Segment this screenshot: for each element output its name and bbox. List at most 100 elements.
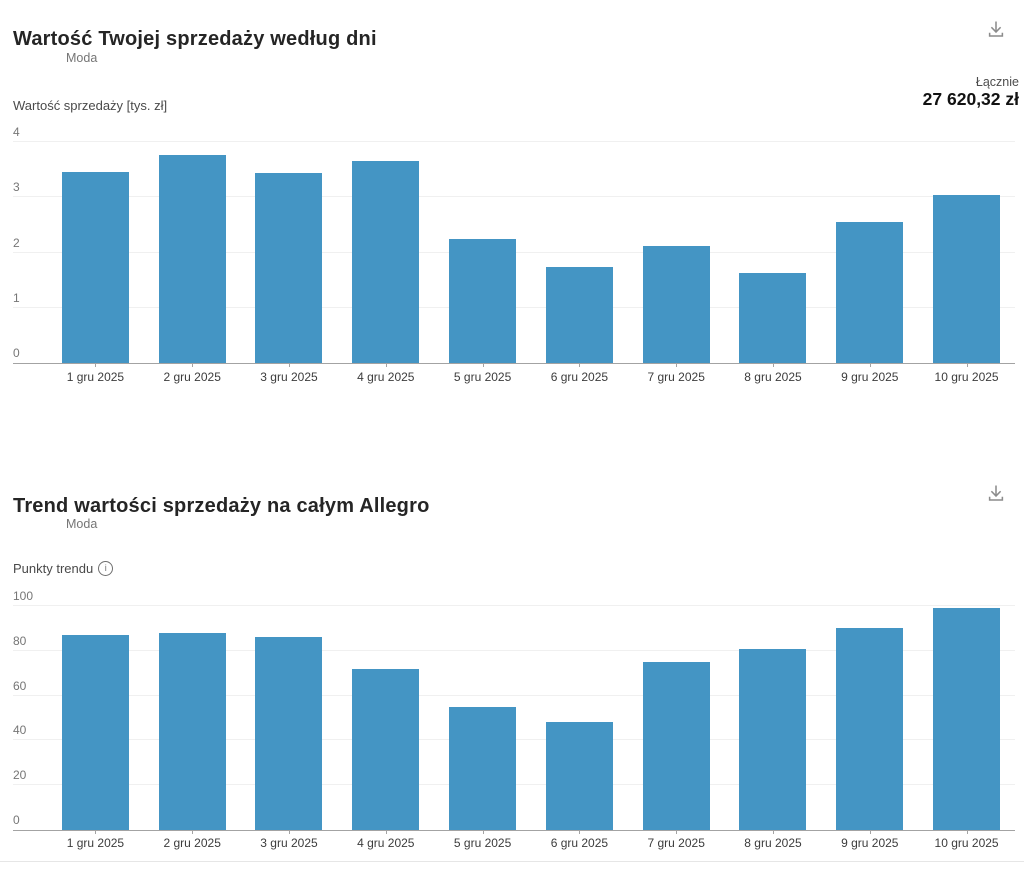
bar-slot [47, 142, 144, 363]
bar-slot [47, 606, 144, 830]
x-axis-tick [966, 830, 968, 834]
bar [61, 635, 129, 830]
bar-slot [241, 142, 338, 363]
x-axis-tick [289, 830, 290, 834]
x-axis-label: 9 gru 2025 [841, 836, 899, 850]
gridline [13, 649, 1015, 651]
bar [933, 195, 1001, 363]
x-axis-tick [95, 363, 97, 367]
bar [449, 706, 517, 830]
bottom-divider [0, 861, 1024, 862]
x-axis-label: 6 gru 2025 [550, 836, 609, 850]
bar [158, 632, 226, 830]
x-axis-tick [773, 363, 774, 367]
x-axis-label: 6 gru 2025 [550, 370, 609, 384]
bar [739, 272, 807, 363]
bar [352, 668, 420, 830]
bar [933, 608, 1001, 830]
download-icon [988, 21, 1004, 37]
bar-slot [725, 142, 822, 363]
x-axis-tick [192, 363, 194, 367]
x-axis-tick [482, 363, 484, 367]
bars-container [47, 606, 1015, 830]
bar [158, 154, 226, 363]
x-axis-label: 7 gru 2025 [647, 370, 705, 384]
y-axis-tick-label: 3 [13, 180, 20, 195]
x-axis-labels-row: 1 gru 2025 2 gru 2025 3 gru 2025 4 gru 2025… [47, 370, 1015, 384]
x-axis-tick [676, 830, 678, 834]
bar-slot [531, 142, 628, 363]
y-axis-tick-label: 2 [13, 235, 20, 250]
download-button[interactable] [985, 480, 1011, 506]
x-axis-label: 1 gru 2025 [66, 836, 125, 850]
bar-slot [821, 142, 918, 363]
y-axis-title-text: Punkty trendu [13, 561, 94, 576]
bar [545, 267, 613, 363]
chart-title-trend: Trend wartości sprzedaży na całym Allegr… [13, 494, 430, 517]
bar-slot [628, 142, 725, 363]
bar-slot [725, 606, 822, 830]
bar-slot [337, 142, 434, 363]
x-axis-tick [192, 830, 194, 834]
x-axis-tick [482, 830, 484, 834]
x-axis-tick [579, 830, 581, 834]
x-axis-label: 10 gru 2025 [934, 836, 999, 850]
bar-slot [144, 142, 241, 363]
legend-item-moda[interactable]: Moda [66, 51, 98, 65]
bar [352, 160, 420, 363]
bar-slot [821, 606, 918, 830]
y-axis-tick-label: 100 [13, 589, 34, 603]
x-axis-label: 5 gru 2025 [453, 370, 512, 384]
y-axis-title-text: Wartość sprzedaży [tys. zł] [13, 98, 168, 113]
bar [642, 246, 710, 363]
x-axis-tick [95, 830, 97, 834]
y-axis-title: Wartość sprzedaży [tys. zł] [13, 98, 167, 113]
x-axis-tick [773, 830, 774, 834]
x-axis-tick [869, 830, 871, 834]
bars-container [47, 142, 1015, 363]
x-axis-label: 9 gru 2025 [841, 370, 899, 384]
y-axis-title: Punkty trendu i [13, 561, 114, 576]
bar [642, 662, 710, 830]
x-axis-labels-row: 1 gru 2025 2 gru 2025 3 gru 2025 4 gru 2025… [47, 836, 1015, 850]
gridline [13, 141, 1015, 142]
bar-slot [918, 142, 1015, 363]
legend-item-moda[interactable]: Moda [66, 517, 98, 531]
x-axis-label: 2 gru 2025 [163, 370, 221, 384]
bar-slot [434, 142, 531, 363]
y-axis-tick-label: 40 [13, 723, 27, 738]
x-axis-label: 7 gru 2025 [647, 836, 705, 850]
bar [836, 628, 904, 830]
x-axis-label: 5 gru 2025 [453, 836, 512, 850]
x-axis-tick [289, 363, 290, 367]
y-axis-tick-label: 0 [13, 346, 20, 360]
bar-slot [241, 606, 338, 830]
bar [255, 172, 323, 363]
x-axis-label: 10 gru 2025 [934, 370, 999, 384]
x-axis-label: 8 gru 2025 [744, 370, 802, 384]
bar-chart-sales-value: 0 1 2 3 4 [13, 126, 1015, 367]
bar-chart-trend: 0 20 40 60 80 100 [13, 590, 1015, 834]
total-label: Łącznie [975, 75, 1019, 89]
download-icon [988, 485, 1004, 501]
x-axis-label: 8 gru 2025 [744, 836, 802, 850]
y-axis-tick-label: 4 [13, 125, 20, 139]
x-axis-tick [579, 363, 581, 367]
bar [739, 648, 807, 830]
gridline [13, 605, 1015, 606]
bar-slot [628, 606, 725, 830]
info-icon[interactable]: i [98, 561, 114, 576]
x-axis-label: 3 gru 2025 [260, 836, 318, 850]
bar-slot [337, 606, 434, 830]
bar [255, 637, 323, 830]
x-axis-label: 1 gru 2025 [66, 370, 125, 384]
bar-slot [918, 606, 1015, 830]
bar [545, 722, 613, 830]
download-button[interactable] [985, 16, 1011, 42]
x-axis-label: 4 gru 2025 [357, 370, 415, 384]
bar [61, 172, 129, 363]
chart-title-sales-value: Wartość Twojej sprzedaży według dni [13, 27, 377, 50]
x-axis-label: 3 gru 2025 [260, 370, 318, 384]
x-axis-label: 4 gru 2025 [357, 836, 415, 850]
